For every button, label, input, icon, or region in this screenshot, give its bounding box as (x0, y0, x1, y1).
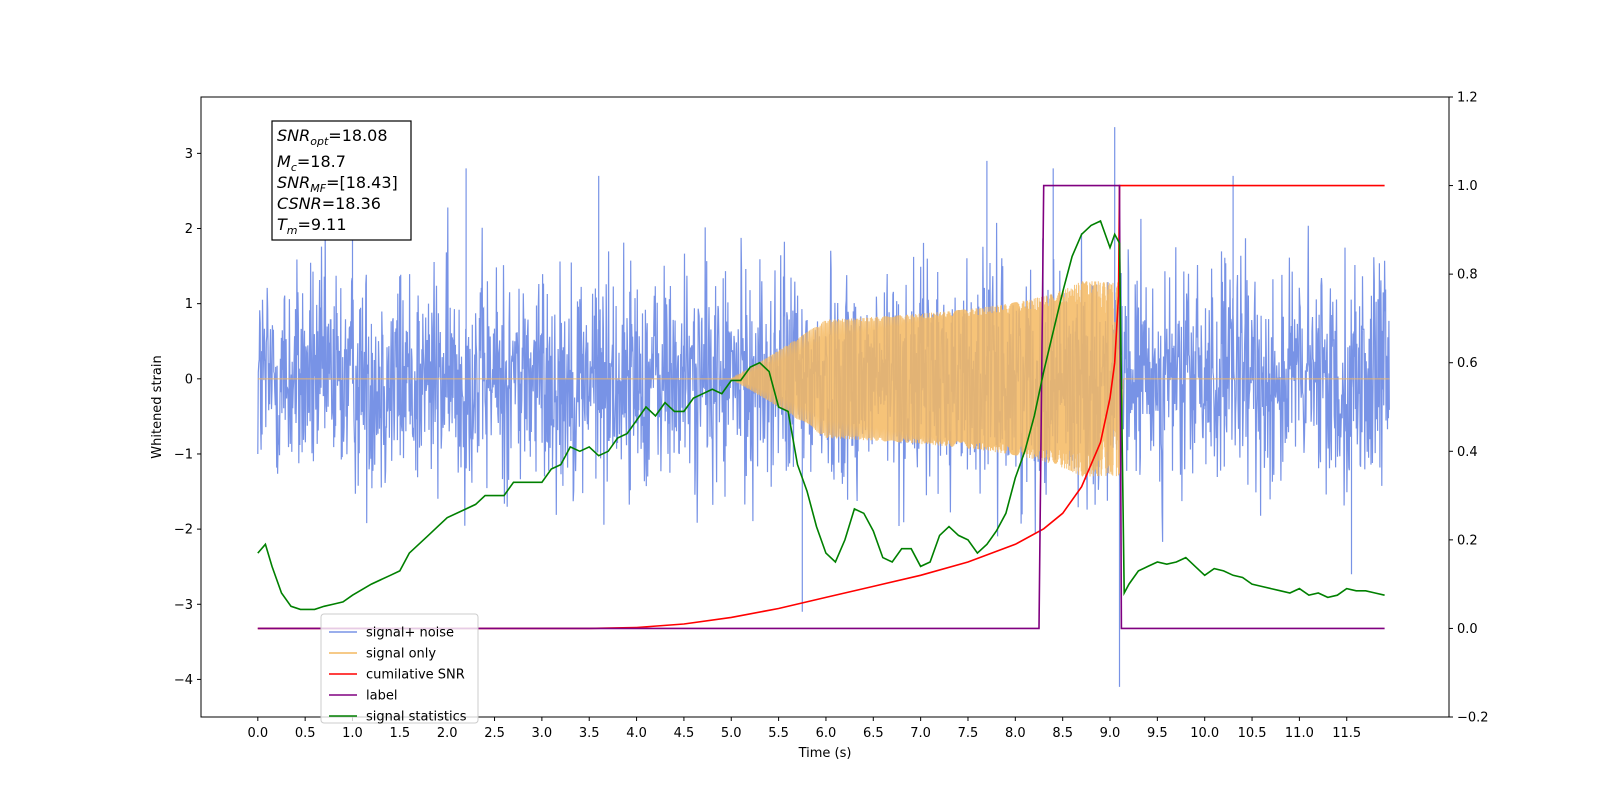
series-label-line (257, 184, 1385, 630)
tm-value: =9.11 (298, 215, 347, 234)
y-tick-label: −1 (174, 447, 193, 462)
legend-label: signal only (366, 647, 436, 662)
x-tick-label: 2.0 (437, 726, 458, 741)
tm-subscript: m (287, 224, 298, 237)
y-axis-label: Whitened strain (150, 355, 165, 458)
y2-tick-label: 0.6 (1457, 356, 1478, 371)
x-tick-label: 1.5 (390, 726, 411, 741)
snr-opt-line: SNRopt=18.08 (277, 126, 388, 148)
series-cumulative-snr-line (257, 184, 1385, 630)
y-tick-label: −4 (174, 673, 193, 688)
tm-symbol: T (277, 215, 288, 234)
y2-tick-label: 0.2 (1457, 533, 1478, 548)
y2-tick-label: 0.8 (1457, 268, 1478, 283)
y-tick-label: −2 (174, 523, 193, 538)
snr-mf-subscript: MF (310, 182, 326, 195)
x-tick-label: 3.0 (532, 726, 553, 741)
y2-tick-label: 0.0 (1457, 622, 1478, 637)
x-tick-label: 9.5 (1147, 726, 1168, 741)
stats-annotation-box: SNRopt=18.08 Mc=18.7 SNRMF=[18.43] CSNR=… (271, 120, 412, 241)
x-tick-label: 8.5 (1052, 726, 1073, 741)
legend-label: cumilative SNR (366, 668, 465, 683)
mc-symbol: M (277, 152, 291, 171)
x-tick-label: 3.5 (579, 726, 600, 741)
y-axis-left: 3 2 1 0 −1 −2 −3 −4 (174, 147, 201, 688)
legend-label: signal statistics (366, 710, 467, 725)
x-axis-label: Time (s) (798, 746, 852, 761)
x-tick-label: 0.5 (295, 726, 316, 741)
y-tick-label: −3 (174, 598, 193, 613)
x-tick-label: 0.0 (247, 726, 268, 741)
y2-tick-label: 1.2 (1457, 91, 1478, 106)
mc-subscript: c (291, 161, 297, 174)
x-tick-label: 1.0 (342, 726, 363, 741)
plot-data-layer (257, 127, 1390, 687)
csnr-value: =18.36 (322, 194, 381, 213)
legend-frame (320, 613, 479, 724)
x-tick-label: 6.0 (816, 726, 837, 741)
x-tick-label: 11.5 (1332, 726, 1361, 741)
snr-opt-symbol: SNR (277, 126, 310, 145)
x-tick-label: 7.5 (958, 726, 979, 741)
csnr-line: CSNR=18.36 (277, 194, 381, 213)
snr-opt-value: =18.08 (328, 126, 387, 145)
x-tick-label: 7.0 (910, 726, 931, 741)
y-tick-label: 1 (185, 297, 193, 312)
snr-mf-value: =[18.43] (326, 173, 398, 192)
x-tick-label: 5.5 (768, 726, 789, 741)
y-axis-right: 1.2 1.0 0.8 0.6 0.4 0.2 0.0 −0.2 (1449, 91, 1489, 726)
x-tick-label: 4.5 (674, 726, 695, 741)
mc-value: =18.7 (297, 152, 346, 171)
snr-mf-line: SNRMF=[18.43] (277, 173, 398, 195)
legend: signal+ noise signal only cumilative SNR la… (320, 613, 479, 725)
tm-line: Tm=9.11 (277, 215, 347, 237)
csnr-symbol: CSNR (277, 194, 322, 213)
y-tick-label: 0 (185, 372, 193, 387)
series-signal-statistics-line (257, 219, 1385, 611)
legend-label: signal+ noise (366, 626, 454, 641)
series-signal-only-line (257, 281, 1390, 477)
y-tick-label: 2 (185, 222, 193, 237)
snr-opt-subscript: opt (310, 135, 329, 148)
x-tick-label: 5.0 (721, 726, 742, 741)
x-tick-label: 10.0 (1190, 726, 1219, 741)
annotation-frame (271, 120, 412, 241)
x-axis: 0.0 0.5 1.0 1.5 2.0 2.5 3.0 3.5 4.0 4.5 5.0 5.5 6.0 6… (247, 717, 1361, 741)
mc-line: Mc=18.7 (277, 152, 346, 174)
x-tick-label: 6.5 (863, 726, 884, 741)
y2-tick-label: −0.2 (1457, 711, 1489, 726)
plot-frame (200, 96, 1450, 718)
y2-tick-label: 0.4 (1457, 445, 1478, 460)
x-tick-label: 4.0 (626, 726, 647, 741)
y2-tick-label: 1.0 (1457, 179, 1478, 194)
x-tick-label: 2.5 (484, 726, 505, 741)
y-tick-label: 3 (185, 147, 193, 162)
x-tick-label: 11.0 (1285, 726, 1314, 741)
x-tick-label: 10.5 (1238, 726, 1267, 741)
x-tick-label: 9.0 (1100, 726, 1121, 741)
x-tick-label: 8.0 (1005, 726, 1026, 741)
legend-label: label (366, 689, 397, 704)
snr-mf-symbol: SNR (277, 173, 310, 192)
